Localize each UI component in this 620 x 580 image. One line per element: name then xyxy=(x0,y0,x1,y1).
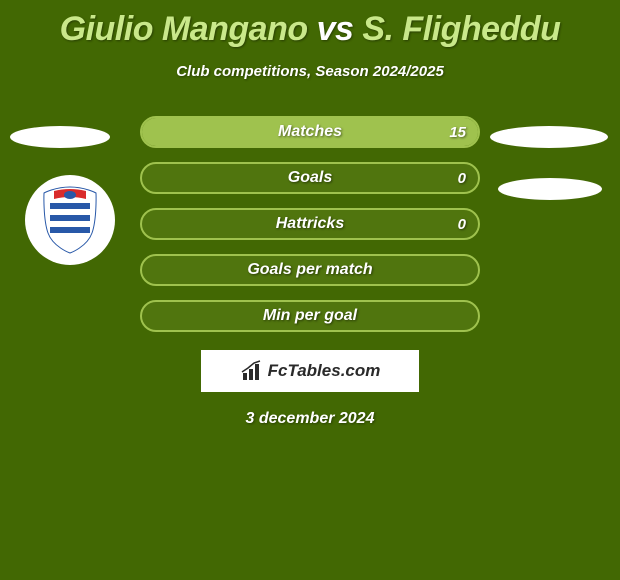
stat-label: Min per goal xyxy=(263,307,357,325)
fctables-logo: FcTables.com xyxy=(201,350,419,392)
logo-text: FcTables.com xyxy=(268,361,381,381)
stat-label: Matches xyxy=(278,123,342,141)
comparison-title: Giulio Mangano vs S. Fligheddu xyxy=(0,0,620,49)
stat-row: Goals per match xyxy=(140,254,480,286)
stat-label: Goals xyxy=(288,169,332,187)
vs-text: vs xyxy=(317,10,354,48)
decorative-ellipse xyxy=(498,178,602,200)
bar-chart-icon xyxy=(240,359,264,383)
stat-row: Goals 0 xyxy=(140,162,480,194)
stat-row: Matches 15 xyxy=(140,116,480,148)
team-badge xyxy=(25,175,115,265)
decorative-ellipse xyxy=(490,126,608,148)
decorative-ellipse xyxy=(10,126,110,148)
stat-row: Hattricks 0 xyxy=(140,208,480,240)
player1-name: Giulio Mangano xyxy=(60,10,308,48)
stat-label: Goals per match xyxy=(247,261,372,279)
subtitle: Club competitions, Season 2024/2025 xyxy=(0,63,620,80)
player2-name: S. Fligheddu xyxy=(362,10,560,48)
shield-icon xyxy=(40,185,100,255)
date-text: 3 december 2024 xyxy=(0,410,620,428)
stat-label: Hattricks xyxy=(276,215,344,233)
stat-value-right: 15 xyxy=(449,124,466,141)
stat-row: Min per goal xyxy=(140,300,480,332)
stat-value-right: 0 xyxy=(458,216,466,233)
stat-value-right: 0 xyxy=(458,170,466,187)
